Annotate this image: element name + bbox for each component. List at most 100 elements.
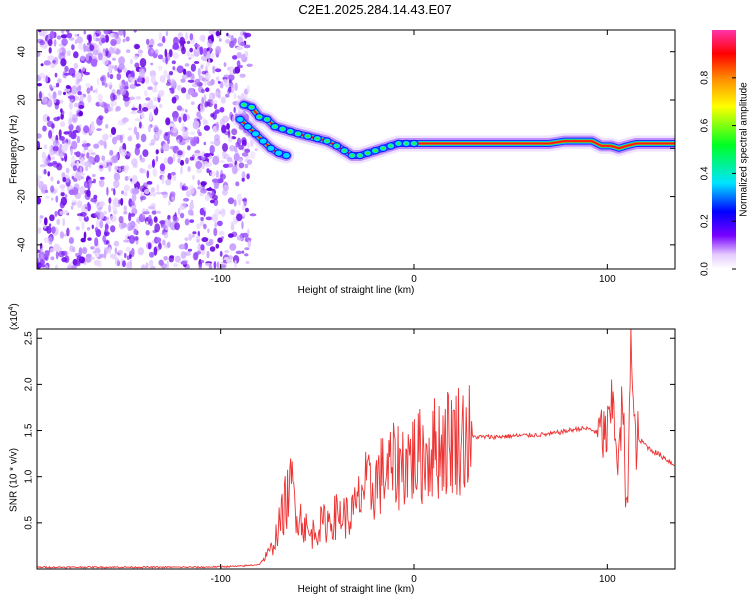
noise-blob (37, 263, 41, 269)
ridge-point-core (334, 144, 339, 148)
noise-blob (199, 103, 205, 110)
noise-blob (60, 108, 63, 113)
noise-blob (133, 228, 138, 235)
noise-blob (37, 178, 40, 186)
noise-blob (222, 76, 228, 81)
noise-blob (83, 231, 87, 240)
noise-blob (233, 106, 236, 113)
noise-blob (182, 131, 188, 140)
noise-blob (176, 105, 183, 111)
noise-blob (234, 82, 238, 92)
noise-blob (212, 194, 218, 201)
noise-blob (103, 210, 107, 215)
noise-blob (189, 201, 195, 211)
noise-blob (125, 81, 129, 90)
noise-blob (216, 121, 219, 131)
noise-blob (61, 257, 68, 263)
noise-blob (207, 98, 214, 108)
noise-blob (40, 254, 44, 259)
noise-blob (242, 198, 247, 202)
noise-blob (69, 184, 72, 189)
noise-blob (246, 63, 253, 67)
noise-blob (49, 30, 55, 40)
noise-blob (130, 188, 137, 195)
noise-blob (194, 150, 201, 154)
noise-blob (208, 30, 216, 36)
ridge-point-core (288, 130, 293, 133)
noise-blob (240, 41, 245, 47)
noise-blob (148, 218, 153, 226)
noise-blob (167, 218, 171, 227)
noise-blob (120, 197, 124, 206)
noise-blob (138, 103, 142, 112)
snr-plot (37, 329, 675, 569)
noise-blob (206, 187, 214, 191)
noise-blob (70, 148, 73, 156)
noise-blob (134, 44, 140, 50)
noise-blob (39, 264, 46, 268)
noise-blob (110, 253, 115, 259)
noise-blob (80, 157, 85, 166)
noise-blob (101, 37, 106, 44)
noise-blob (103, 30, 110, 35)
noise-blob (85, 82, 91, 88)
noise-blob (204, 163, 209, 168)
noise-blob (241, 152, 249, 157)
noise-blob (62, 176, 67, 183)
noise-blob (49, 84, 53, 90)
noise-blob (63, 91, 66, 96)
noise-blob (192, 234, 195, 238)
noise-blob (145, 208, 150, 215)
noise-blob (151, 159, 156, 168)
noise-blob (134, 62, 140, 69)
ridge-branch-point (281, 151, 291, 160)
noise-blob (58, 129, 62, 138)
ridge-branch-point (274, 149, 284, 157)
noise-blob (191, 72, 195, 80)
x-tick-label: 100 (599, 274, 616, 285)
noise-blob (75, 226, 80, 231)
noise-blob (157, 65, 163, 71)
noise-blob (222, 184, 229, 192)
noise-blob (87, 148, 93, 154)
noise-blob (44, 217, 48, 226)
noise-blob (56, 180, 60, 185)
x-tick-label: 100 (599, 574, 616, 585)
noise-blob (81, 221, 85, 231)
noise-blob (73, 177, 78, 182)
noise-blob (120, 149, 127, 157)
noise-blob (63, 72, 71, 76)
noise-blob (70, 265, 77, 269)
y-tick-label: 40 (17, 46, 28, 58)
noise-blob (219, 107, 225, 113)
spectrogram-frame (36, 29, 676, 270)
noise-blob (154, 223, 161, 233)
noise-blob (94, 252, 100, 258)
noise-blob (51, 197, 54, 201)
noise-blob (185, 92, 191, 100)
noise-blob (98, 115, 104, 121)
noise-blob (38, 30, 42, 33)
noise-blob (213, 198, 219, 207)
noise-blob (123, 210, 128, 215)
noise-blob (222, 150, 227, 159)
noise-blob (165, 56, 168, 65)
noise-blob (37, 227, 42, 234)
noise-blob (57, 90, 62, 96)
noise-blob (38, 90, 42, 100)
noise-blob (198, 263, 202, 269)
noise-blob (172, 66, 176, 71)
noise-blob (227, 34, 231, 38)
noise-blob (83, 215, 89, 222)
noise-blob (102, 48, 106, 53)
noise-blob (73, 51, 79, 59)
noise-blob (232, 55, 238, 60)
noise-blob (139, 68, 142, 72)
noise-blob (131, 192, 137, 202)
noise-blob (209, 47, 212, 52)
noise-blob (181, 122, 185, 131)
noise-blob (102, 160, 107, 168)
noise-blob (212, 178, 219, 183)
noise-blob (78, 172, 86, 176)
noise-blob (203, 119, 209, 125)
